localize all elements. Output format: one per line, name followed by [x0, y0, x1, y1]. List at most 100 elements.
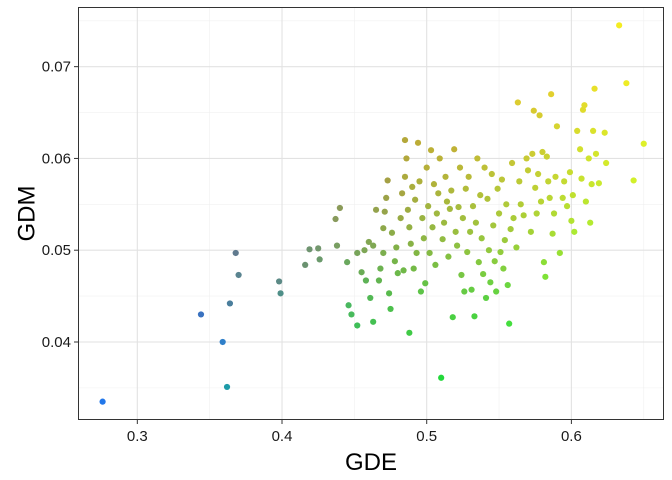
y-tick-label: 0.06 [42, 150, 71, 167]
data-point [458, 271, 465, 279]
data-point [420, 235, 427, 242]
data-point [542, 273, 549, 280]
data-point [497, 248, 504, 256]
data-point [533, 210, 540, 217]
data-point [569, 192, 576, 199]
data-point [559, 194, 566, 201]
data-point [344, 259, 351, 266]
data-point [616, 22, 623, 29]
data-point [527, 228, 534, 235]
data-point [581, 102, 588, 109]
data-point [520, 212, 527, 219]
data-point [504, 281, 511, 289]
data-point [394, 270, 401, 277]
data-point [409, 183, 416, 190]
data-point [380, 249, 387, 257]
data-point [477, 192, 484, 199]
data-point [99, 398, 106, 405]
data-point [623, 80, 630, 87]
data-point [384, 177, 391, 184]
data-point [464, 248, 471, 256]
data-point [413, 249, 420, 257]
data-point [630, 177, 637, 184]
data-point [316, 256, 323, 263]
data-point [235, 271, 242, 279]
data-point [587, 219, 594, 226]
data-point [537, 198, 545, 205]
data-point [348, 311, 355, 318]
data-point [568, 217, 575, 224]
y-axis-title: GDM [13, 186, 40, 242]
x-axis-title: GDE [345, 449, 397, 476]
data-point [446, 205, 453, 213]
data-point [375, 277, 383, 284]
data-point [490, 222, 497, 229]
data-point [508, 159, 516, 167]
data-point [417, 288, 425, 295]
data-point [530, 107, 537, 114]
data-point [403, 155, 410, 162]
data-point [498, 176, 506, 183]
panel-border [78, 7, 664, 420]
data-point [455, 203, 462, 211]
data-point [469, 203, 477, 210]
data-point [571, 228, 578, 235]
data-point [552, 173, 559, 180]
data-point [601, 129, 608, 136]
data-point [471, 313, 478, 320]
data-point [590, 127, 597, 134]
data-point [467, 228, 474, 235]
data-point [539, 148, 546, 156]
data-point [507, 226, 514, 233]
data-point [480, 270, 487, 278]
data-point [462, 185, 469, 192]
data-point [484, 195, 491, 202]
data-point [535, 170, 542, 178]
data-point [427, 147, 435, 154]
data-point [381, 208, 388, 215]
data-point [443, 198, 451, 205]
data-point [354, 322, 361, 329]
data-point [336, 204, 343, 212]
y-tick-label: 0.07 [42, 59, 71, 76]
x-tick-label: 0.5 [416, 428, 437, 445]
data-point [223, 383, 231, 391]
data-point [332, 215, 339, 223]
data-point [432, 261, 439, 268]
data-point [438, 374, 445, 381]
data-points [99, 22, 647, 405]
data-point [354, 249, 361, 257]
data-point [397, 214, 404, 222]
data-point [365, 238, 372, 246]
data-point [385, 290, 393, 297]
data-point [276, 278, 283, 285]
data-point [435, 190, 442, 197]
y-tick-label: 0.04 [42, 334, 71, 351]
data-point [548, 91, 555, 98]
plot-area [78, 7, 664, 420]
data-point [419, 214, 426, 222]
data-point [578, 175, 585, 182]
data-point [422, 280, 429, 287]
x-tick-label: 0.3 [127, 428, 148, 445]
data-point [576, 146, 584, 153]
data-point [406, 329, 413, 336]
data-point [197, 311, 205, 318]
data-point [377, 265, 384, 272]
data-point [306, 246, 313, 253]
data-point [561, 178, 568, 185]
data-point [277, 290, 284, 297]
data-point [495, 210, 503, 217]
data-point [546, 194, 553, 201]
data-point [488, 170, 495, 178]
data-point [445, 253, 452, 260]
data-point [585, 155, 592, 162]
data-point [219, 338, 226, 346]
data-point [500, 265, 507, 272]
data-point [333, 242, 341, 249]
data-point [493, 288, 500, 295]
data-point [367, 294, 374, 302]
data-point [358, 269, 365, 276]
data-point [481, 164, 488, 171]
data-point [436, 155, 443, 162]
